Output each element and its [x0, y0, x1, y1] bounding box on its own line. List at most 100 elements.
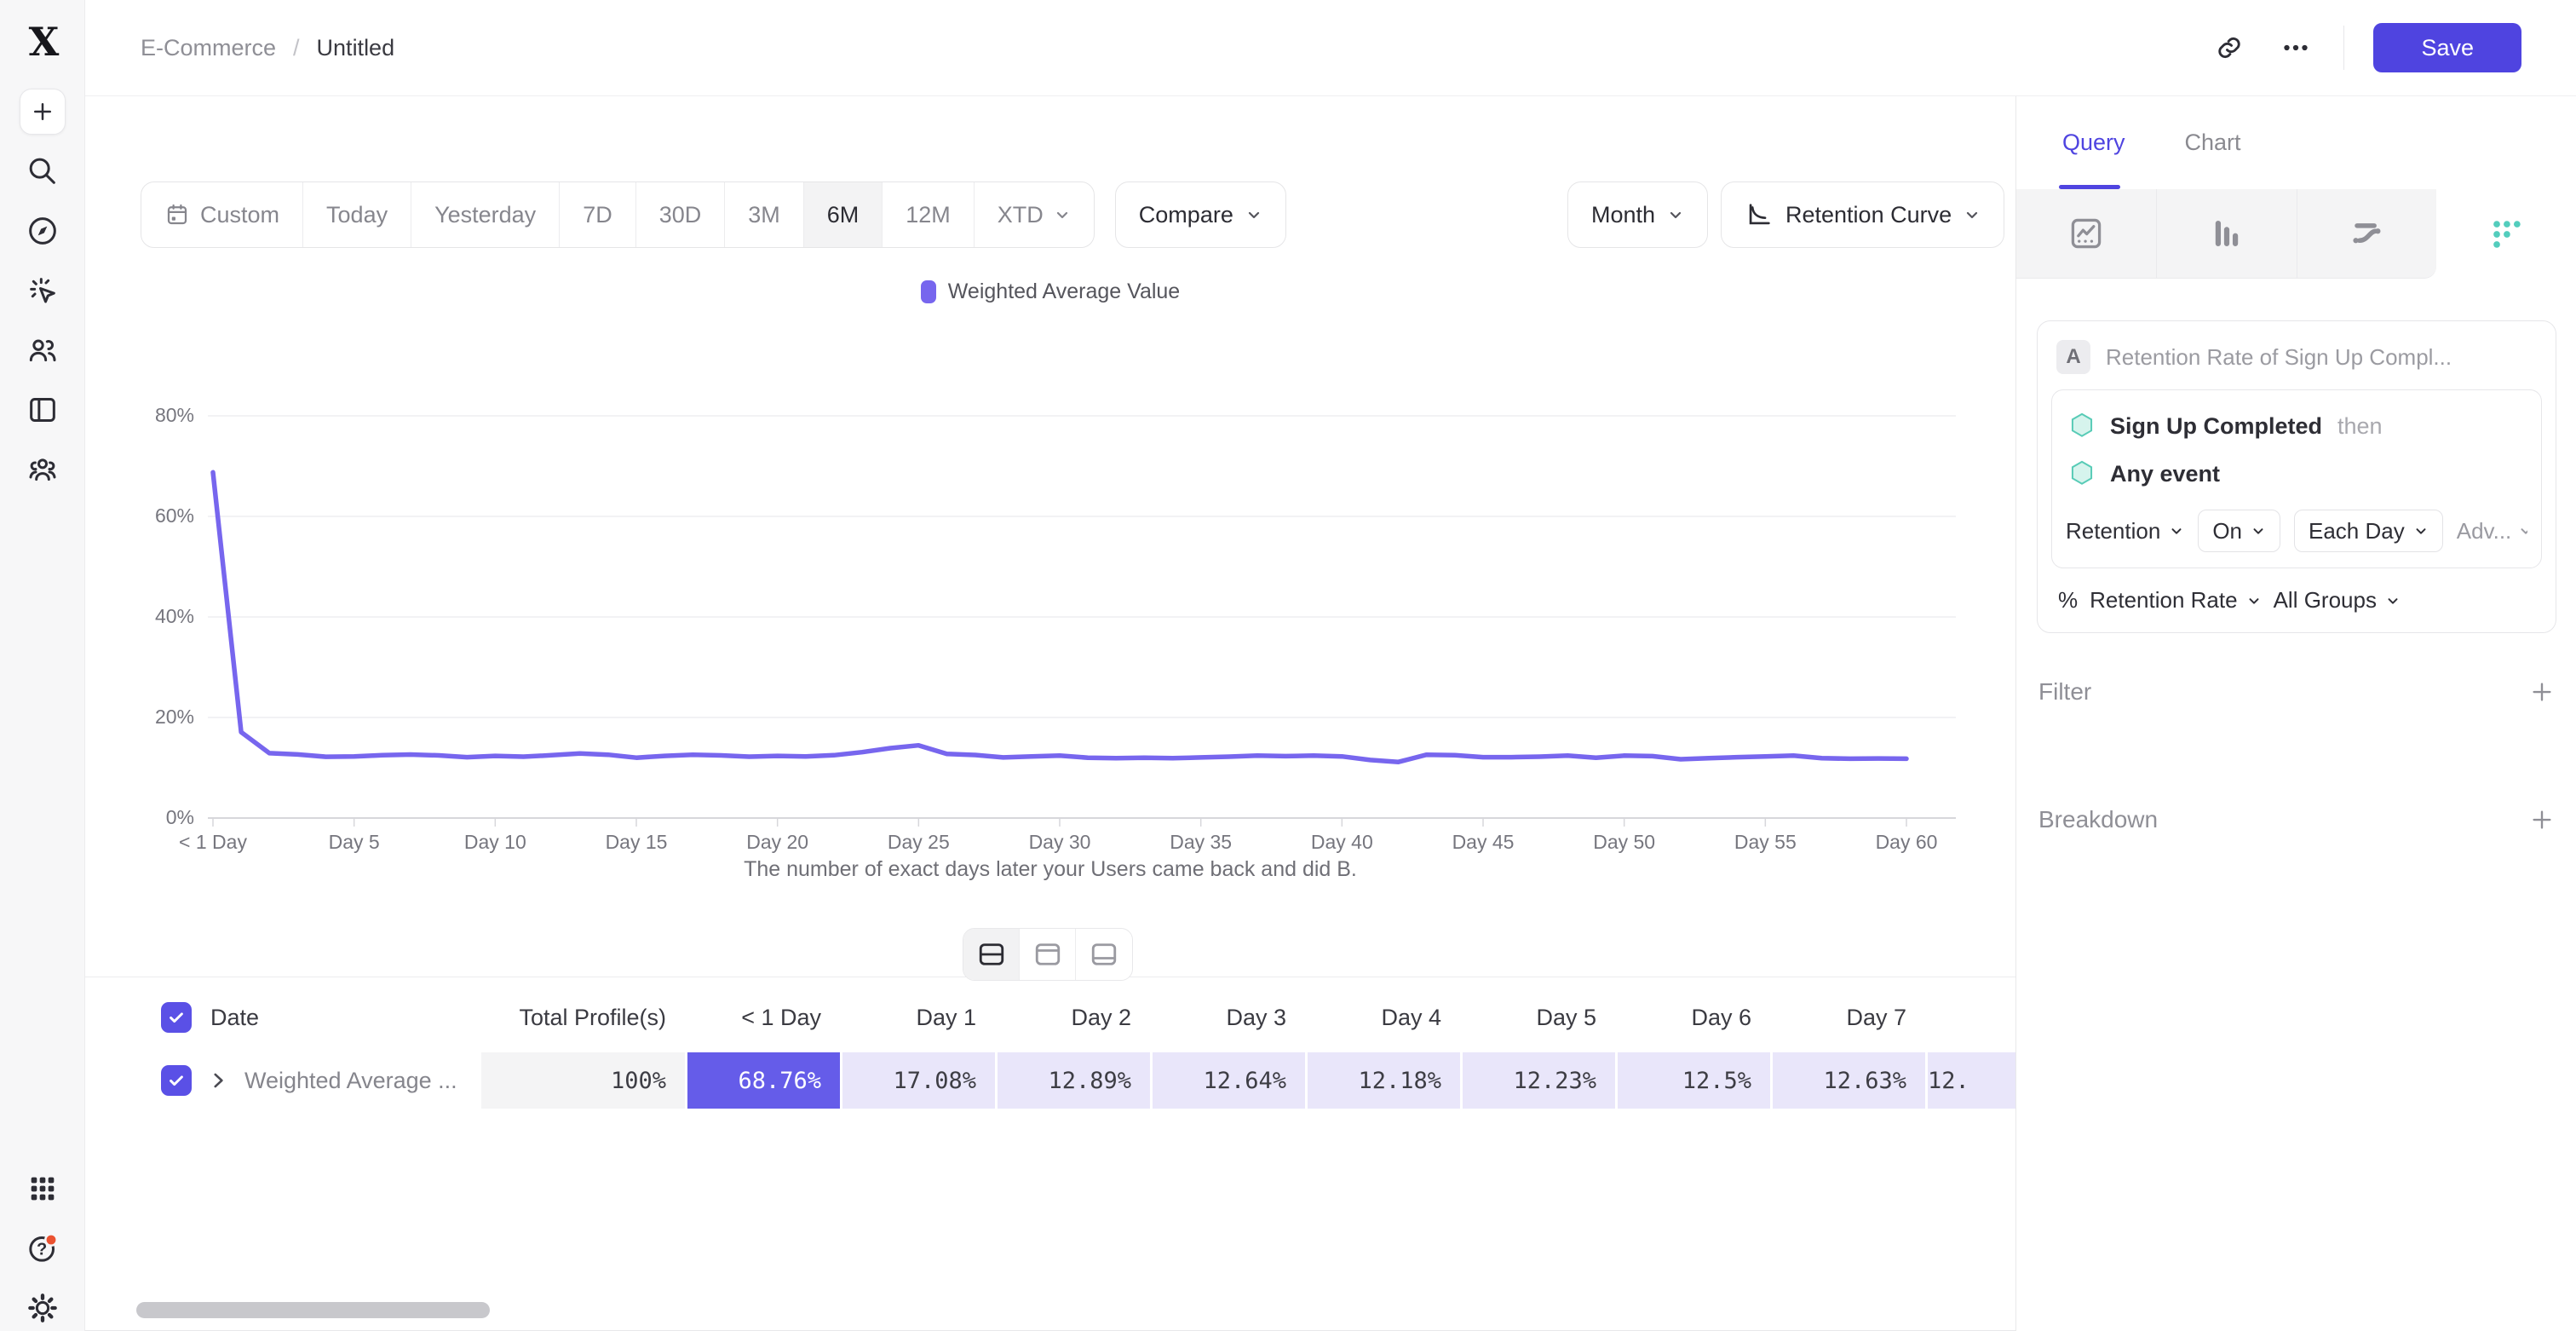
actions-divider [2343, 26, 2345, 70]
breadcrumb-project[interactable]: E-Commerce [141, 34, 277, 60]
date-range-segmented-control: Custom Today Yesterday 7D 30D 3M 6M 12M XTD [141, 182, 1095, 248]
chart-legend[interactable]: Weighted Average Value [85, 279, 2015, 304]
layout-table-only-button[interactable] [1076, 929, 1132, 980]
table-header: Date Total Profile(s) < 1 Day Day 1 Day 2 Day… [141, 996, 2015, 1039]
x-tick-label: Day 5 [328, 831, 380, 853]
add-breakdown-button[interactable] [2529, 807, 2555, 833]
y-tick-label: 20% [154, 706, 194, 728]
notification-dot [43, 1233, 58, 1247]
breadcrumb: E-Commerce / Untitled [141, 35, 394, 61]
chart-toolbar: Custom Today Yesterday 7D 30D 3M 6M 12M XTD Comp… [141, 182, 2005, 248]
horizontal-scrollbar-thumb[interactable] [136, 1302, 490, 1318]
compare-button[interactable]: Compare [1114, 182, 1286, 248]
layout-split-button[interactable] [963, 929, 1020, 980]
query-title[interactable]: Retention Rate of Sign Up Compl... [2106, 343, 2452, 370]
retention-type-dropdown[interactable]: Retention [2066, 518, 2184, 544]
column-header-day-6[interactable]: Day 6 [1691, 1004, 1751, 1030]
interval-dropdown[interactable]: Each Day [2294, 510, 2443, 552]
column-header-day-4[interactable]: Day 4 [1381, 1004, 1441, 1030]
y-tick-label: 0% [165, 806, 194, 828]
x-tick-label: Day 15 [605, 831, 668, 853]
range-12m[interactable]: 12M [883, 182, 975, 247]
chart-type-value: Retention Curve [1785, 201, 1952, 228]
visualization-picker [2016, 189, 2576, 279]
advanced-value: Adv... [2456, 517, 2512, 544]
range-custom[interactable]: Custom [141, 182, 304, 247]
viz-insights-button[interactable] [2016, 189, 2157, 279]
sidebar-item-events[interactable] [20, 268, 66, 314]
value-cell: 12.5% [1615, 1052, 1770, 1109]
sidebar-item-users[interactable] [20, 327, 66, 373]
viz-funnels-button[interactable] [2156, 189, 2297, 279]
column-header-day-1[interactable]: Day 1 [916, 1004, 976, 1030]
groups-dropdown[interactable]: All Groups [2274, 587, 2401, 614]
x-tick-label: Day 50 [1593, 831, 1656, 853]
measure-dropdown[interactable]: Retention Rate [2090, 587, 2261, 614]
viz-flows-button[interactable] [2297, 189, 2437, 279]
layout-chart-only-button[interactable] [1020, 929, 1076, 980]
range-yesterday[interactable]: Yesterday [411, 182, 561, 247]
range-7d[interactable]: 7D [560, 182, 636, 247]
column-header-d[interactable]: D [1925, 996, 2015, 1039]
grid-dots-icon [31, 1177, 54, 1201]
breadcrumb-report-title[interactable]: Untitled [316, 34, 395, 60]
column-header-day-3[interactable]: Day 3 [1226, 1004, 1286, 1030]
top-actions: Save [2211, 23, 2521, 72]
sidebar-item-cohorts[interactable] [20, 447, 66, 493]
tab-chart[interactable]: Chart [2184, 130, 2241, 155]
chevron-down-icon [2251, 523, 2266, 539]
plus-icon [33, 103, 51, 120]
viz-retention-button[interactable] [2436, 189, 2576, 279]
value-cell: 68.76% [685, 1052, 840, 1109]
on-dropdown[interactable]: On [2198, 510, 2280, 552]
tab-query[interactable]: Query [2059, 96, 2125, 189]
retention-curve-icon [1749, 204, 1770, 225]
column-header-day-2[interactable]: Day 2 [1071, 1004, 1131, 1030]
value-cell: 12. [1925, 1052, 2015, 1109]
row-expander[interactable] [207, 1069, 229, 1092]
add-filter-button[interactable] [2529, 679, 2555, 705]
range-3m[interactable]: 3M [725, 182, 804, 247]
column-header-date[interactable]: Date [141, 996, 479, 1039]
y-tick-label: 60% [154, 504, 194, 527]
sidebar-item-boards[interactable] [20, 387, 66, 433]
search-icon [29, 158, 55, 184]
range-30d[interactable]: 30D [636, 182, 726, 247]
range-6m[interactable]: 6M [803, 182, 883, 247]
chart-type-dropdown[interactable]: Retention Curve [1721, 182, 2005, 248]
link-icon [2218, 37, 2241, 59]
retention-controls-row: Retention On Each Day Adv... [2064, 498, 2529, 554]
range-xtd[interactable]: XTD [975, 182, 1094, 247]
sidebar-item-search[interactable] [20, 148, 66, 194]
return-event-row[interactable]: Any event [2064, 450, 2529, 498]
row-checkbox[interactable] [161, 1065, 192, 1096]
mixpanel-logo-icon[interactable]: X [28, 19, 60, 65]
legend-label: Weighted Average Value [947, 279, 1181, 303]
advanced-dropdown[interactable]: Adv... [2457, 518, 2527, 544]
granularity-dropdown[interactable]: Month [1567, 182, 1709, 248]
column-header-day-7[interactable]: Day 7 [1846, 1004, 1906, 1030]
save-button[interactable]: Save [2373, 23, 2521, 72]
column-header-day-5[interactable]: Day 5 [1536, 1004, 1596, 1030]
series-badge: A [2056, 340, 2090, 374]
select-all-checkbox[interactable] [161, 1002, 192, 1033]
more-options-button[interactable] [2277, 29, 2314, 66]
range-today[interactable]: Today [303, 182, 412, 247]
column-header--1-day[interactable]: < 1 Day [741, 1004, 821, 1030]
first-event-row[interactable]: Sign Up Completed then [2064, 402, 2529, 450]
sidebar-item-apps[interactable] [20, 1166, 66, 1212]
interval-value: Each Day [2309, 517, 2405, 544]
x-tick-label: Day 55 [1734, 831, 1797, 853]
sidebar-item-settings[interactable] [20, 1285, 66, 1331]
column-header-total-profile-s-[interactable]: Total Profile(s) [519, 1004, 666, 1030]
create-new-button[interactable] [19, 89, 66, 135]
cursor-click-icon [29, 278, 55, 303]
copy-link-button[interactable] [2211, 29, 2248, 66]
sidebar-item-explore[interactable] [20, 208, 66, 254]
group-icon [29, 458, 55, 481]
y-tick-label: 40% [154, 605, 194, 627]
gear-icon [27, 1294, 57, 1322]
x-tick-label: Day 40 [1310, 831, 1373, 853]
x-tick-label: Day 35 [1170, 831, 1233, 853]
sidebar-item-help[interactable]: ? [20, 1225, 66, 1271]
